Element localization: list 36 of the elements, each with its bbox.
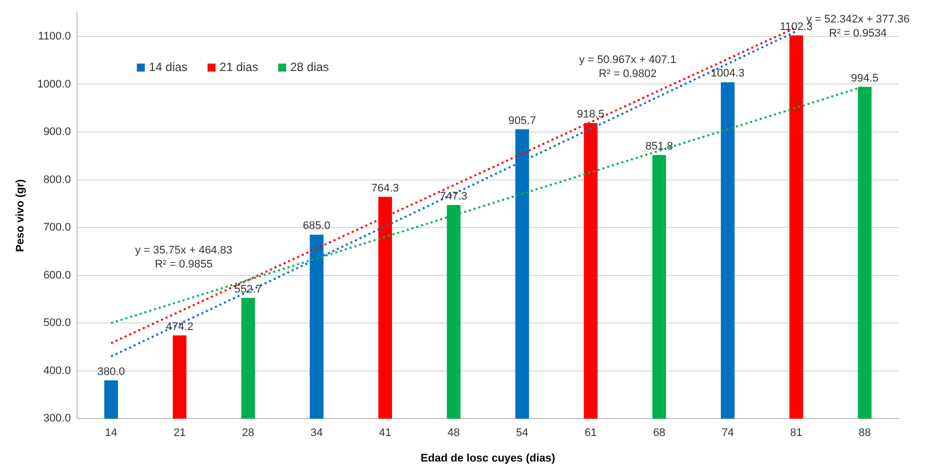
data-label: 685.0: [302, 220, 330, 232]
x-tick-label: 21: [173, 427, 186, 440]
x-tick-label: 48: [448, 427, 460, 440]
y-tick-label: 500.0: [43, 317, 71, 330]
x-tick-label: 14: [104, 427, 118, 440]
y-axis-title: Peso vivo (gr): [14, 178, 27, 252]
data-label: 1004.3: [710, 68, 745, 80]
y-tick-label: 300.0: [43, 412, 71, 425]
data-label: 764.3: [371, 182, 399, 194]
x-tick-label: 34: [310, 427, 323, 440]
x-tick-label: 74: [722, 427, 734, 440]
x-tick-label: 41: [379, 427, 392, 440]
annotation: y = 50.967x + 407.1 R² = 0.9802: [579, 54, 676, 80]
y-tick-label: 400.0: [43, 364, 71, 377]
x-tick-label: 81: [790, 427, 802, 440]
x-tick-label: 28: [242, 427, 254, 440]
legend-label: 14 dias: [148, 60, 188, 74]
x-tick-label: 54: [516, 427, 528, 440]
y-tick-label: 900.0: [43, 126, 71, 138]
legend-label: 21 dias: [220, 60, 258, 74]
y-tick-label: 1100.0: [38, 30, 71, 43]
data-label: 918.5: [576, 108, 604, 121]
x-tick-label: 88: [858, 427, 871, 440]
y-tick-label: 700.0: [43, 222, 71, 234]
y-tick-label: 600.0: [43, 269, 71, 282]
data-label: 905.7: [508, 114, 536, 127]
x-tick-label: 68: [653, 427, 666, 440]
data-label: 380.0: [97, 366, 125, 378]
data-label: 994.5: [850, 72, 879, 84]
x-tick-label: 61: [584, 427, 597, 440]
legend-label: 28 dias: [290, 60, 329, 74]
y-tick-label: 1000.0: [37, 78, 71, 90]
y-tick-label: 800.0: [43, 174, 71, 186]
x-axis-title: Edad de losc cuyes (dias): [420, 452, 556, 464]
data-label: 851.8: [645, 140, 673, 153]
annotation: y = 35.75x + 464.83 R² = 0.9855: [135, 244, 232, 271]
